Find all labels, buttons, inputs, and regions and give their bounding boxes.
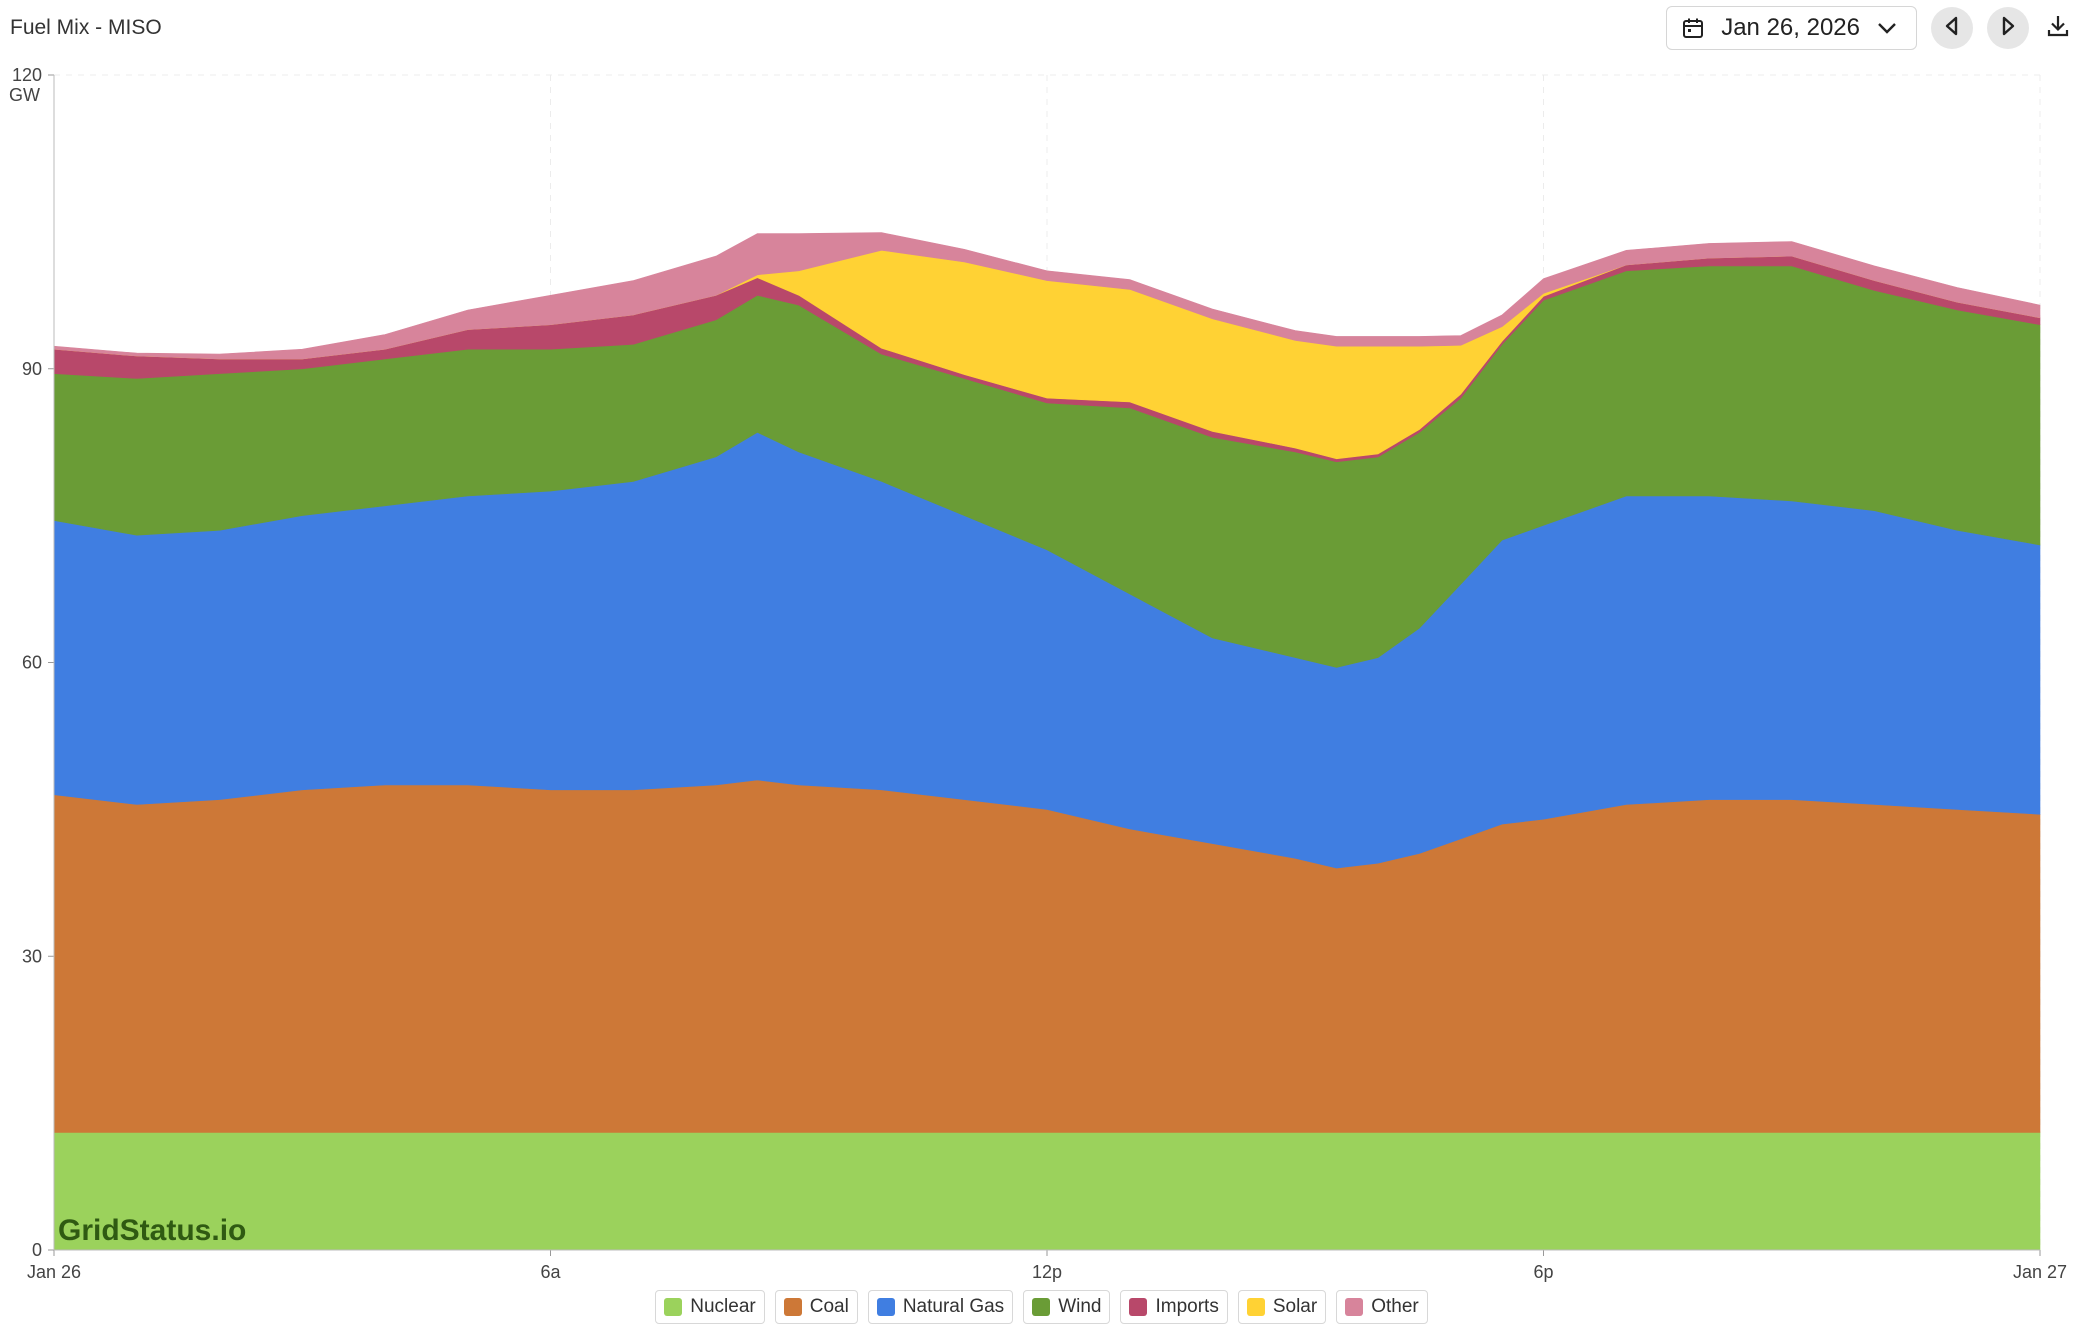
chevron-down-icon <box>1876 17 1898 39</box>
next-day-icon <box>1998 15 2018 42</box>
date-picker[interactable]: Jan 26, 2026 <box>1666 6 1917 50</box>
legend-swatch <box>1345 1298 1364 1316</box>
watermark: GridStatus.io <box>58 1214 246 1247</box>
legend-label: Solar <box>1272 1296 1318 1317</box>
legend-item-coal[interactable]: Coal <box>774 1290 858 1324</box>
area-other <box>53 232 2041 360</box>
y-tick-label: 0 <box>32 1240 42 1260</box>
legend-item-natural-gas[interactable]: Natural Gas <box>867 1290 1014 1324</box>
area-series <box>53 232 2041 1251</box>
x-tick-label: 6a <box>540 1262 561 1282</box>
legend-swatch <box>1129 1298 1148 1316</box>
download-icon <box>2047 14 2069 43</box>
legend: Nuclear Coal Natural Gas Wind Imports Solar Ot… <box>0 1290 2083 1324</box>
previous-day-button[interactable] <box>1931 7 1973 49</box>
legend-swatch <box>664 1298 683 1316</box>
y-tick-label: 120 <box>12 65 42 85</box>
x-tick-label: 6p <box>1533 1262 1553 1282</box>
legend-item-solar[interactable]: Solar <box>1237 1290 1327 1324</box>
legend-label: Other <box>1371 1296 1419 1317</box>
area-coal <box>53 779 2041 1133</box>
legend-label: Imports <box>1155 1296 1219 1317</box>
previous-day-icon <box>1942 15 1962 42</box>
date-label: Jan 26, 2026 <box>1721 14 1860 41</box>
y-tick-label: 30 <box>22 946 42 966</box>
legend-label: Nuclear <box>690 1296 756 1317</box>
y-axis-unit-label: GW <box>9 85 40 105</box>
legend-label: Wind <box>1058 1296 1102 1317</box>
legend-item-nuclear[interactable]: Nuclear <box>655 1290 765 1324</box>
legend-label: Coal <box>809 1296 849 1317</box>
x-tick-label: Jan 27 <box>2013 1262 2067 1282</box>
toolbar: Jan 26, 2026 <box>1666 6 2073 50</box>
chart-title: Fuel Mix - MISO <box>10 16 162 39</box>
legend-swatch <box>876 1298 895 1316</box>
y-tick-label: 60 <box>22 653 42 673</box>
legend-item-imports[interactable]: Imports <box>1120 1290 1228 1324</box>
calendar-icon <box>1681 16 1705 40</box>
next-day-button[interactable] <box>1987 7 2029 49</box>
legend-swatch <box>1246 1298 1265 1316</box>
legend-item-wind[interactable]: Wind <box>1023 1290 1111 1324</box>
x-tick-label: 12p <box>1032 1262 1062 1282</box>
y-tick-label: 90 <box>22 359 42 379</box>
area-nuclear <box>53 1132 2041 1251</box>
legend-swatch <box>783 1298 802 1316</box>
download-button[interactable] <box>2043 7 2073 49</box>
legend-swatch <box>1032 1298 1051 1316</box>
legend-item-other[interactable]: Other <box>1336 1290 1428 1324</box>
legend-label: Natural Gas <box>902 1296 1005 1317</box>
x-tick-label: Jan 26 <box>27 1262 81 1282</box>
